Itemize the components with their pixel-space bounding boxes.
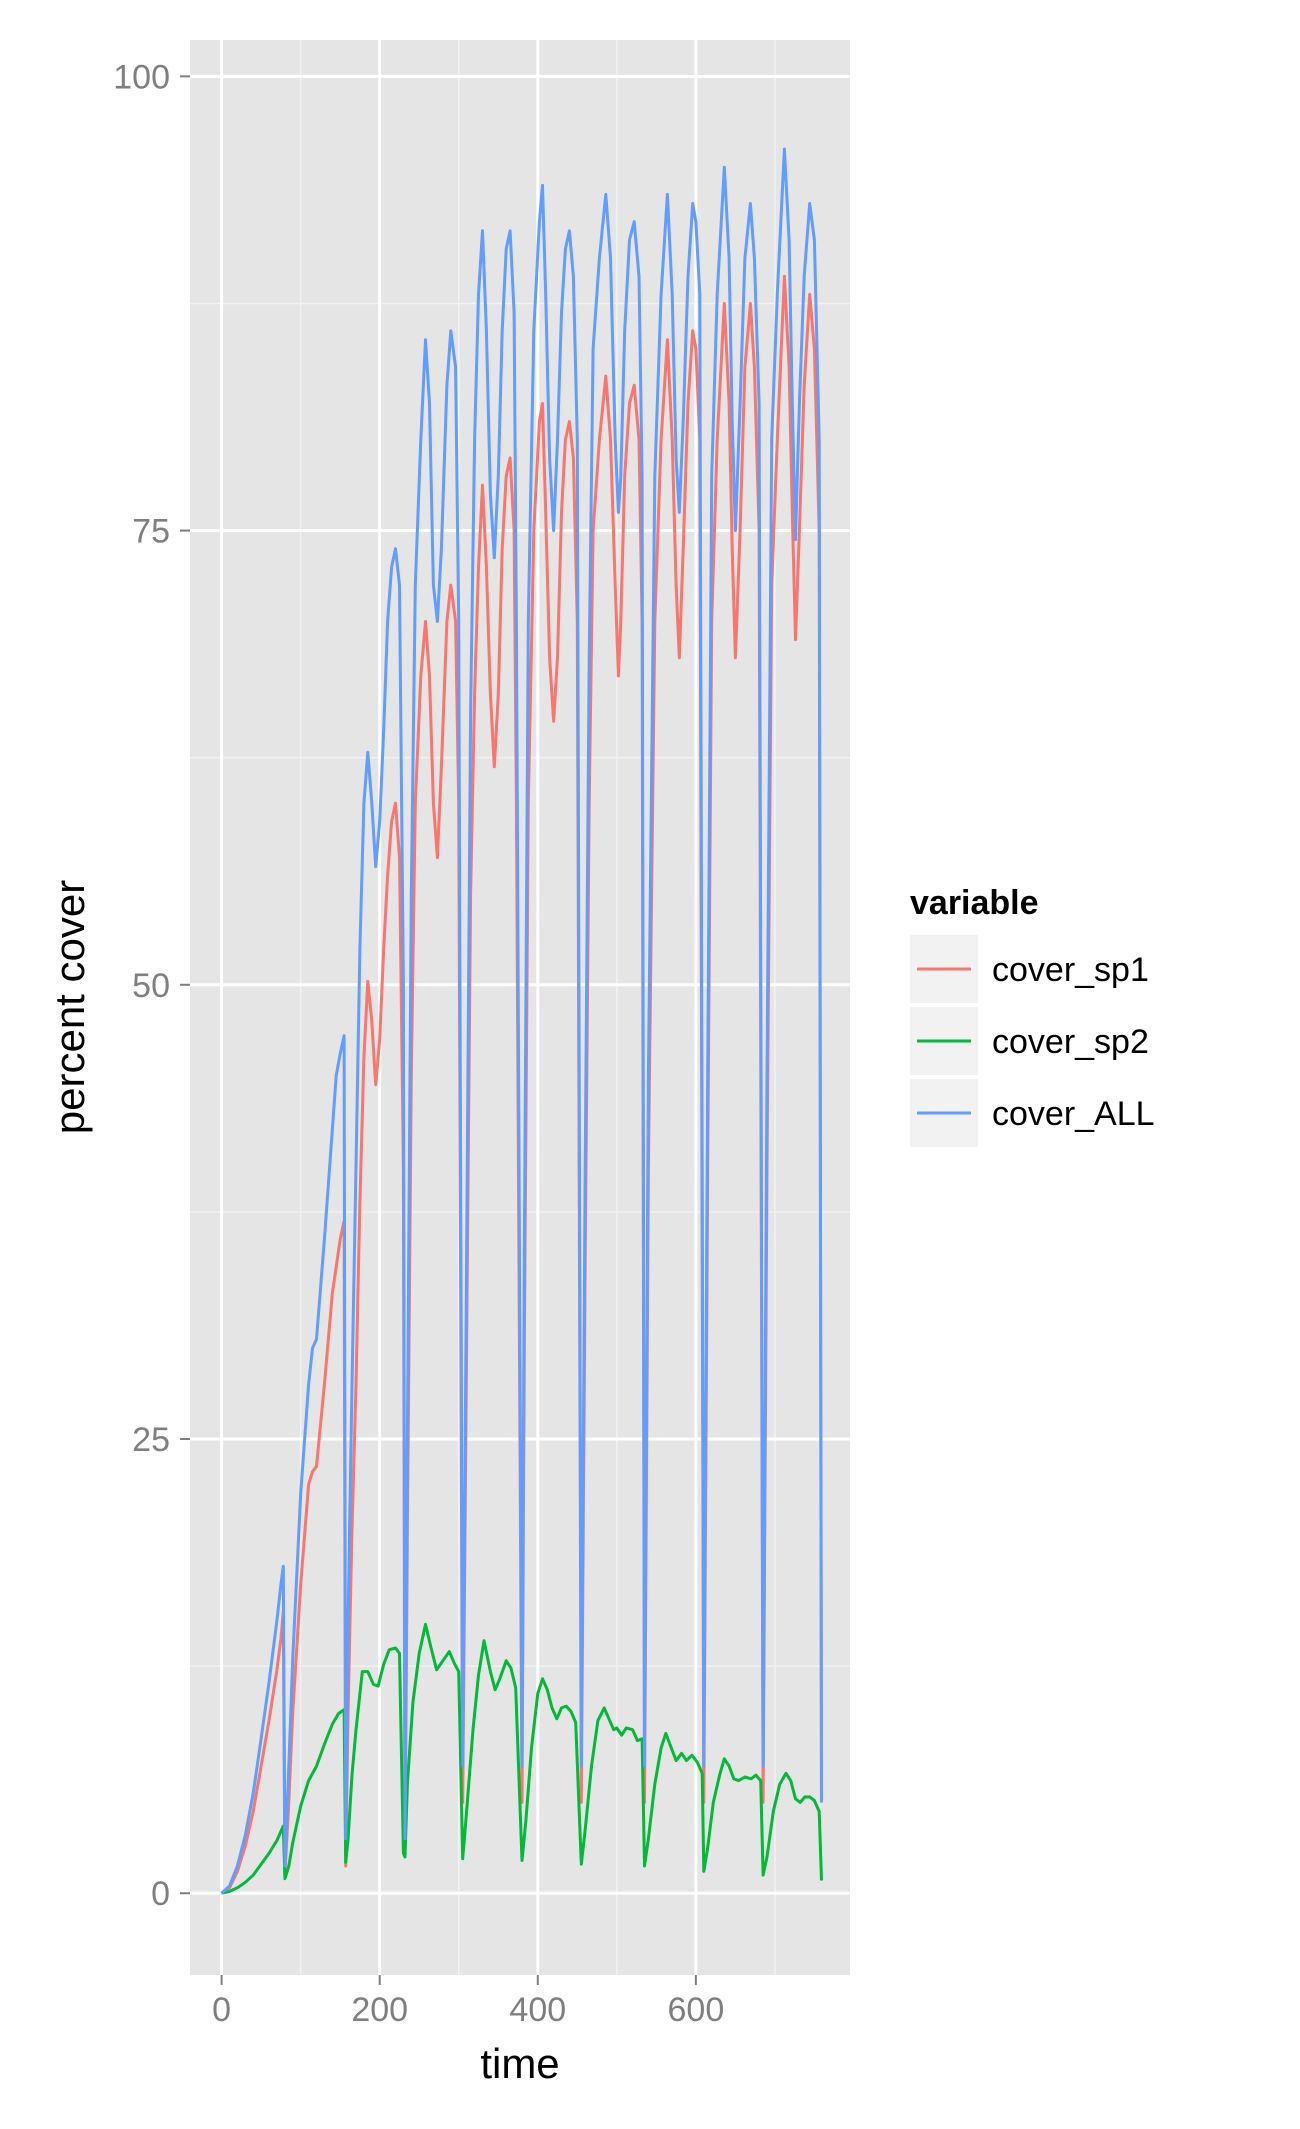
y-tick-label: 25 [132,1421,170,1459]
legend-label: cover_ALL [992,1095,1155,1133]
x-tick-label: 400 [509,1991,566,2029]
x-tick-label: 200 [351,1991,408,2029]
y-tick-label: 0 [151,1875,170,1913]
legend: variable cover_sp1 cover_sp2 cover_ALL [910,884,1155,1147]
y-axis-title: percent cover [46,880,93,1134]
legend-item-cover_ALL: cover_ALL [910,1079,1155,1147]
x-tick-label: 0 [212,1991,231,2029]
series-lines [220,147,823,1895]
axis-ticks [180,75,697,1985]
y-tick-label: 100 [113,58,170,96]
legend-items: cover_sp1 cover_sp2 cover_ALL [910,935,1155,1147]
y-tick-label: 50 [132,967,170,1005]
x-tick-label: 600 [668,1991,725,2029]
legend-title: variable [910,884,1039,922]
legend-item-cover_sp1: cover_sp1 [910,935,1149,1003]
x-axis-title: time [480,2040,559,2087]
series-line-cover_ALL [220,147,823,1895]
legend-label: cover_sp1 [992,951,1149,989]
series-line-cover_sp2 [221,1622,823,1895]
legend-label: cover_sp2 [992,1023,1149,1061]
y-tick-labels: 0 25 50 75 100 [113,58,170,1913]
y-tick-label: 75 [132,513,170,551]
legend-item-cover_sp2: cover_sp2 [910,1007,1149,1075]
x-tick-labels: 0 200 400 600 [212,1991,724,2029]
